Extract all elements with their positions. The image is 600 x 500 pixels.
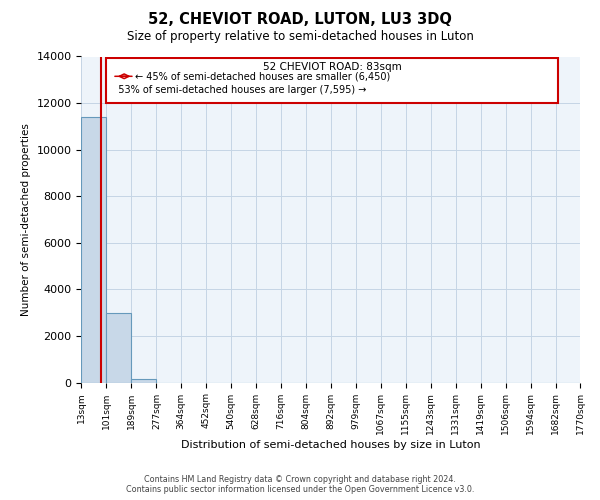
Bar [82,117,106,382]
Text: 53% of semi-detached houses are larger (7,595) →: 53% of semi-detached houses are larger (… [112,84,367,94]
X-axis label: Distribution of semi-detached houses by size in Luton: Distribution of semi-detached houses by … [181,440,481,450]
Bar [131,379,157,382]
Y-axis label: Number of semi-detached properties: Number of semi-detached properties [21,123,31,316]
Text: ← 45% of semi-detached houses are smaller (6,450): ← 45% of semi-detached houses are smalle… [135,72,390,82]
Text: Contains HM Land Registry data © Crown copyright and database right 2024.
Contai: Contains HM Land Registry data © Crown c… [126,474,474,494]
Text: 52 CHEVIOT ROAD: 83sqm: 52 CHEVIOT ROAD: 83sqm [263,62,401,72]
Bar [106,58,558,103]
Bar [106,312,131,382]
Text: Size of property relative to semi-detached houses in Luton: Size of property relative to semi-detach… [127,30,473,43]
Text: 52, CHEVIOT ROAD, LUTON, LU3 3DQ: 52, CHEVIOT ROAD, LUTON, LU3 3DQ [148,12,452,28]
